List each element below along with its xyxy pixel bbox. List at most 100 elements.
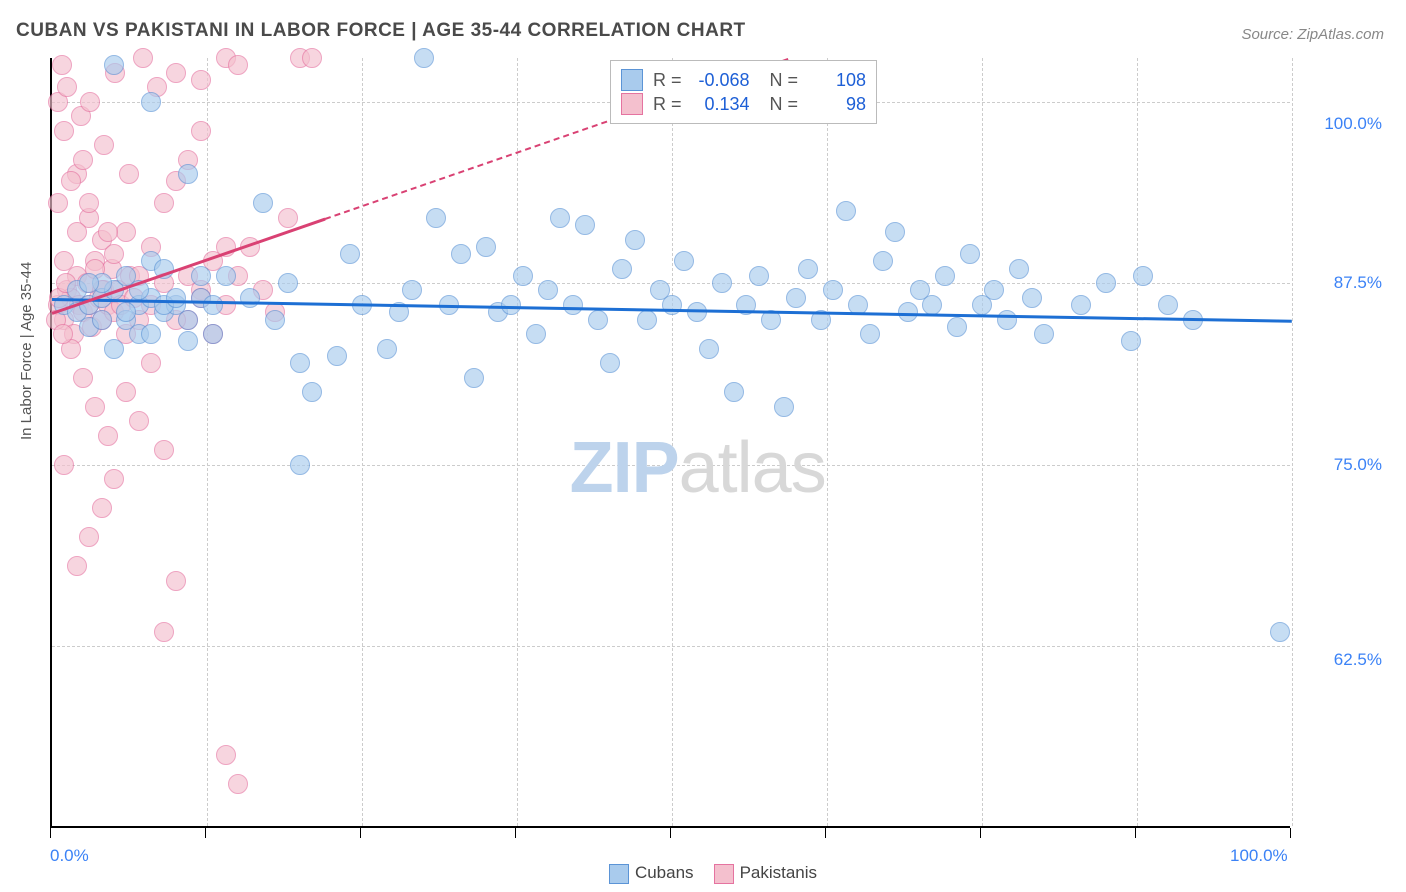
scatter-point-pakistanis bbox=[154, 440, 174, 460]
scatter-point-pakistanis bbox=[104, 469, 124, 489]
scatter-point-cubans bbox=[178, 310, 198, 330]
scatter-point-cubans bbox=[625, 230, 645, 250]
scatter-point-cubans bbox=[1121, 331, 1141, 351]
scatter-point-pakistanis bbox=[141, 353, 161, 373]
scatter-point-pakistanis bbox=[54, 121, 74, 141]
gridline-vertical bbox=[982, 58, 983, 826]
scatter-point-cubans bbox=[476, 237, 496, 257]
scatter-point-cubans bbox=[451, 244, 471, 264]
scatter-point-pakistanis bbox=[73, 368, 93, 388]
scatter-point-cubans bbox=[426, 208, 446, 228]
stat-r-value: 0.134 bbox=[692, 94, 750, 115]
scatter-plot-area: ZIPatlasR =-0.068N =108R =0.134N =98 bbox=[50, 58, 1290, 828]
scatter-point-cubans bbox=[960, 244, 980, 264]
scatter-point-pakistanis bbox=[119, 164, 139, 184]
scatter-point-cubans bbox=[1270, 622, 1290, 642]
scatter-point-cubans bbox=[885, 222, 905, 242]
source-attribution: Source: ZipAtlas.com bbox=[1241, 26, 1384, 43]
scatter-point-cubans bbox=[79, 273, 99, 293]
scatter-point-pakistanis bbox=[104, 244, 124, 264]
scatter-point-cubans bbox=[526, 324, 546, 344]
x-tick-label-start: 0.0% bbox=[50, 846, 89, 866]
scatter-point-cubans bbox=[178, 164, 198, 184]
scatter-point-cubans bbox=[786, 288, 806, 308]
scatter-point-cubans bbox=[575, 215, 595, 235]
gridline-vertical bbox=[827, 58, 828, 826]
scatter-point-cubans bbox=[414, 48, 434, 68]
scatter-point-cubans bbox=[873, 251, 893, 271]
y-axis-label: In Labor Force | Age 35-44 bbox=[18, 262, 35, 440]
scatter-point-pakistanis bbox=[98, 426, 118, 446]
gridline-vertical bbox=[362, 58, 363, 826]
scatter-point-cubans bbox=[1009, 259, 1029, 279]
x-tick-mark bbox=[205, 828, 206, 838]
scatter-point-cubans bbox=[166, 288, 186, 308]
scatter-point-cubans bbox=[1022, 288, 1042, 308]
scatter-point-cubans bbox=[1096, 273, 1116, 293]
scatter-point-pakistanis bbox=[166, 571, 186, 591]
scatter-point-cubans bbox=[203, 295, 223, 315]
stat-r-label: R = bbox=[653, 70, 682, 91]
scatter-point-cubans bbox=[823, 280, 843, 300]
scatter-point-cubans bbox=[178, 331, 198, 351]
scatter-point-pakistanis bbox=[133, 48, 153, 68]
scatter-point-pakistanis bbox=[94, 135, 114, 155]
y-tick-label: 87.5% bbox=[1334, 273, 1382, 293]
scatter-point-pakistanis bbox=[67, 222, 87, 242]
bottom-legend: CubansPakistanis bbox=[0, 863, 1406, 884]
scatter-point-pakistanis bbox=[54, 455, 74, 475]
y-tick-label: 62.5% bbox=[1334, 650, 1382, 670]
stats-row-pakistanis: R =0.134N =98 bbox=[621, 93, 866, 115]
scatter-point-cubans bbox=[699, 339, 719, 359]
scatter-point-cubans bbox=[377, 339, 397, 359]
gridline-vertical bbox=[517, 58, 518, 826]
scatter-point-cubans bbox=[141, 92, 161, 112]
scatter-point-pakistanis bbox=[57, 77, 77, 97]
scatter-point-cubans bbox=[203, 324, 223, 344]
scatter-point-pakistanis bbox=[85, 397, 105, 417]
scatter-point-cubans bbox=[340, 244, 360, 264]
scatter-point-pakistanis bbox=[92, 498, 112, 518]
scatter-point-cubans bbox=[253, 193, 273, 213]
scatter-point-cubans bbox=[774, 397, 794, 417]
scatter-point-cubans bbox=[550, 208, 570, 228]
scatter-point-pakistanis bbox=[79, 527, 99, 547]
scatter-point-pakistanis bbox=[302, 48, 322, 68]
scatter-point-pakistanis bbox=[98, 222, 118, 242]
scatter-point-cubans bbox=[302, 382, 322, 402]
scatter-point-cubans bbox=[712, 273, 732, 293]
scatter-point-pakistanis bbox=[278, 208, 298, 228]
scatter-point-pakistanis bbox=[191, 70, 211, 90]
scatter-point-pakistanis bbox=[228, 774, 248, 794]
scatter-point-cubans bbox=[947, 317, 967, 337]
scatter-point-cubans bbox=[749, 266, 769, 286]
scatter-point-cubans bbox=[513, 266, 533, 286]
gridline-horizontal bbox=[52, 646, 1290, 647]
scatter-point-pakistanis bbox=[52, 55, 72, 75]
scatter-point-cubans bbox=[600, 353, 620, 373]
scatter-point-pakistanis bbox=[116, 382, 136, 402]
stat-r-value: -0.068 bbox=[692, 70, 750, 91]
scatter-point-pakistanis bbox=[116, 222, 136, 242]
legend-label-cubans: Cubans bbox=[635, 863, 694, 882]
scatter-point-cubans bbox=[1034, 324, 1054, 344]
scatter-point-cubans bbox=[104, 55, 124, 75]
x-tick-mark bbox=[670, 828, 671, 838]
scatter-point-cubans bbox=[563, 295, 583, 315]
scatter-point-cubans bbox=[116, 302, 136, 322]
stat-n-value: 98 bbox=[808, 94, 866, 115]
scatter-point-cubans bbox=[104, 339, 124, 359]
legend-swatch bbox=[621, 69, 643, 91]
scatter-point-cubans bbox=[141, 324, 161, 344]
chart-title: CUBAN VS PAKISTANI IN LABOR FORCE | AGE … bbox=[16, 20, 746, 42]
scatter-point-cubans bbox=[1158, 295, 1178, 315]
x-tick-mark bbox=[515, 828, 516, 838]
gridline-horizontal bbox=[52, 465, 1290, 466]
x-tick-mark bbox=[1135, 828, 1136, 838]
scatter-point-cubans bbox=[265, 310, 285, 330]
scatter-point-cubans bbox=[798, 259, 818, 279]
gridline-vertical bbox=[207, 58, 208, 826]
scatter-point-pakistanis bbox=[154, 622, 174, 642]
scatter-point-cubans bbox=[538, 280, 558, 300]
scatter-point-cubans bbox=[860, 324, 880, 344]
